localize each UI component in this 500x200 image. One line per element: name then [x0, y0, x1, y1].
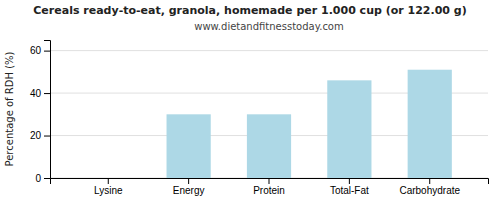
x-tick-label: Lysine — [94, 185, 123, 196]
y-tick-mark — [44, 136, 50, 137]
grid — [50, 51, 488, 178]
y-axis-title: Percentage of RDH (%) — [4, 51, 15, 166]
x-axis-line — [51, 179, 489, 185]
bar — [327, 80, 371, 178]
x-tick: Lysine — [94, 178, 123, 196]
title: Cereals ready-to-eat, granola, homemade … — [33, 4, 466, 17]
y-tick: 20 — [30, 130, 50, 141]
y-tick: 40 — [30, 88, 50, 99]
x-tick-mark — [188, 178, 189, 184]
x-tick-mark — [269, 178, 270, 184]
x-tick-label: Energy — [173, 185, 205, 196]
y-axis: 0 20 40 60 — [30, 41, 51, 184]
y-tick-mark — [44, 93, 50, 94]
x-tick-label: Protein — [253, 185, 285, 196]
x-tick: Protein — [253, 178, 285, 196]
y-tick-mark — [44, 178, 50, 179]
y-tick: 0 — [35, 173, 50, 184]
x-tick-label: Total-Fat — [330, 185, 369, 196]
y-tick-label: 0 — [35, 173, 41, 184]
y-tick-label: 40 — [30, 88, 42, 99]
bar — [247, 114, 291, 178]
x-tick-mark — [108, 178, 109, 184]
y-tick-mark — [44, 51, 50, 52]
grid-line — [50, 50, 488, 51]
x-tick: Energy — [173, 178, 205, 196]
subtitle: www.dietandfitnesstoday.com — [194, 21, 343, 32]
x-tick-mark — [429, 178, 430, 184]
y-tick-label: 20 — [30, 130, 42, 141]
y-tick: 60 — [30, 45, 50, 56]
x-axis: Lysine Energy Protein Total-Fat Carbohydrate — [51, 178, 489, 196]
x-tick: Total-Fat — [330, 178, 369, 196]
y-axis-line — [44, 41, 51, 179]
chart: Cereals ready-to-eat, granola, homemade … — [0, 0, 500, 200]
bar — [408, 70, 452, 178]
x-tick-mark — [349, 178, 350, 184]
bar — [167, 114, 211, 178]
bar — [86, 178, 130, 179]
x-tick-label: Carbohydrate — [399, 185, 460, 196]
bars — [167, 70, 452, 178]
y-tick-label: 60 — [30, 45, 42, 56]
x-tick: Carbohydrate — [399, 178, 460, 196]
plot-area: 0 20 40 60 Lysine Energy Protein Total-Fat Carbo… — [30, 41, 489, 197]
